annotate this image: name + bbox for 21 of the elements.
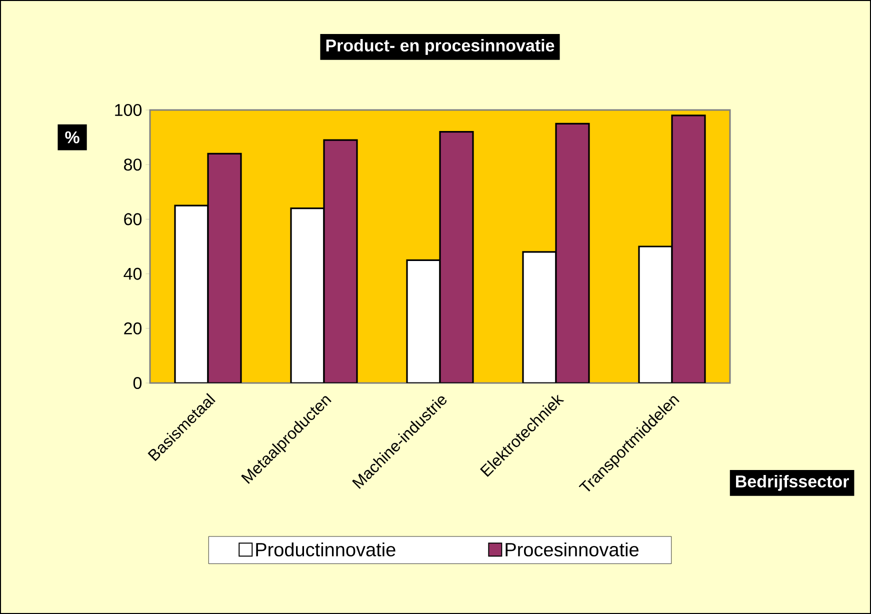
y-axis-title: % — [65, 131, 80, 144]
bar — [439, 131, 474, 384]
legend-label: Productinnovatie — [256, 542, 396, 556]
bar — [671, 114, 706, 384]
y-tick-label: 100 — [115, 104, 142, 116]
chart-title: Product- en procesinnovatie — [326, 39, 554, 55]
bar — [207, 152, 242, 384]
y-tick-label: 40 — [124, 268, 142, 280]
y-tick-label: 20 — [124, 322, 142, 334]
legend-label: Procesinnovatie — [506, 542, 638, 556]
y-tick-label: 0 — [133, 376, 142, 390]
bar — [174, 204, 209, 384]
bar — [406, 259, 441, 384]
y-tick-label: 60 — [124, 213, 142, 226]
bar — [290, 207, 325, 384]
bar — [555, 122, 590, 384]
x-axis-title: Bedrijfssector — [736, 475, 849, 491]
bar — [638, 246, 673, 384]
y-tick-label: 80 — [124, 158, 142, 171]
bar — [522, 251, 557, 384]
bar — [323, 139, 358, 384]
